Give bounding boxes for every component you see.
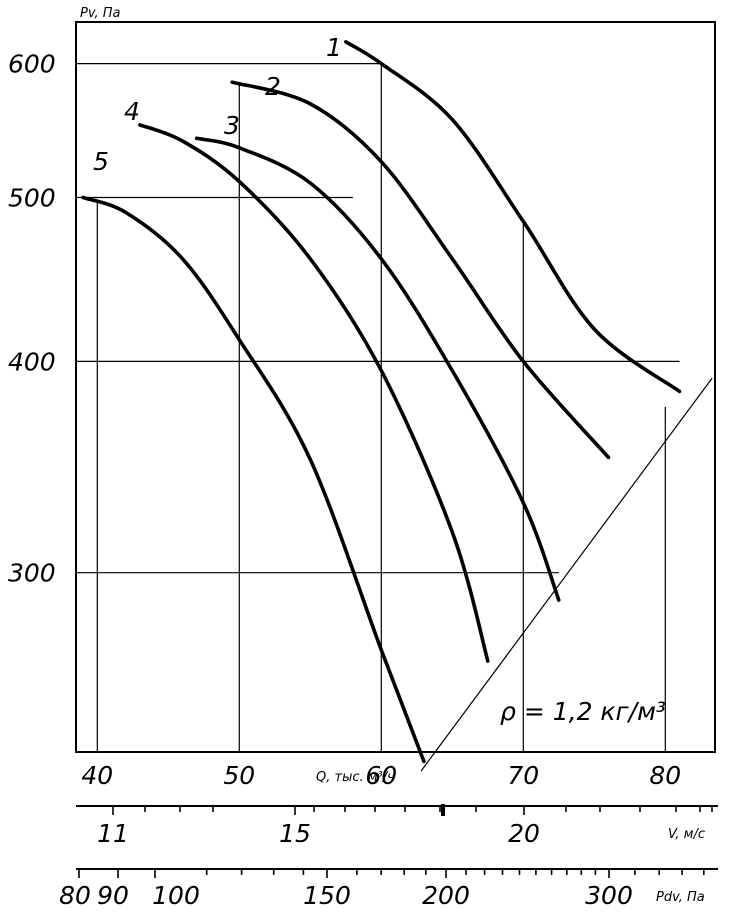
y-tick-label: 500 (8, 184, 56, 213)
y-tick-label: 600 (8, 50, 56, 79)
pressure-tick-label: 300 (585, 881, 633, 910)
dynamic-pressure-axis: 80 90 100 150 200 300 (59, 869, 705, 910)
velocity-tick-label: 11 (97, 819, 129, 848)
pressure-tick-label: 100 (152, 881, 200, 910)
curve-4 (138, 123, 490, 663)
pressure-tick-label: 80 (59, 881, 91, 910)
pressure-tick-label: 150 (303, 881, 351, 910)
x-tick-label: 70 (507, 761, 539, 790)
x-tick-label: 40 (81, 761, 113, 790)
curve-5 (81, 195, 426, 764)
curve-label-4: 4 (124, 97, 140, 126)
grid (77, 63, 680, 752)
tick-labels: 300 400 500 600 40 50 60 70 80 1 23 45 (8, 33, 681, 790)
curve-label-2: 2 (265, 72, 281, 101)
curve-3 (194, 136, 561, 602)
x-axis-label: Q, тыс. м³/ч (316, 770, 395, 785)
curve-2 (230, 80, 611, 460)
x-tick-label: 80 (649, 761, 681, 790)
pressure-tick-label: 200 (422, 881, 470, 910)
velocity-marker (441, 804, 445, 816)
y-tick-label: 300 (8, 559, 56, 588)
curve-1 (344, 40, 682, 394)
velocity-tick-label: 20 (508, 819, 540, 848)
plot-frame (75, 21, 716, 753)
velocity-axis: 11 15 20 (97, 804, 713, 848)
x-tick-label: 50 (223, 761, 255, 790)
system-line-label: ρ = 1,2 кг/м³ (500, 697, 666, 726)
y-tick-label: 400 (8, 347, 56, 376)
velocity-axis-label: V, м/с (668, 827, 705, 842)
velocity-tick-label: 15 (279, 819, 311, 848)
curve-label-3: 3 (224, 111, 240, 140)
curve-label-1: 1 (326, 33, 342, 62)
curve-label-5: 5 (93, 147, 109, 176)
system-line (420, 377, 713, 772)
curves (81, 40, 713, 772)
x-tick-label: 60 (365, 761, 397, 790)
pressure-axis-label: Pdv, Па (656, 890, 705, 905)
pressure-tick-label: 90 (97, 881, 129, 910)
y-axis-label: Pv, Па (80, 6, 121, 21)
